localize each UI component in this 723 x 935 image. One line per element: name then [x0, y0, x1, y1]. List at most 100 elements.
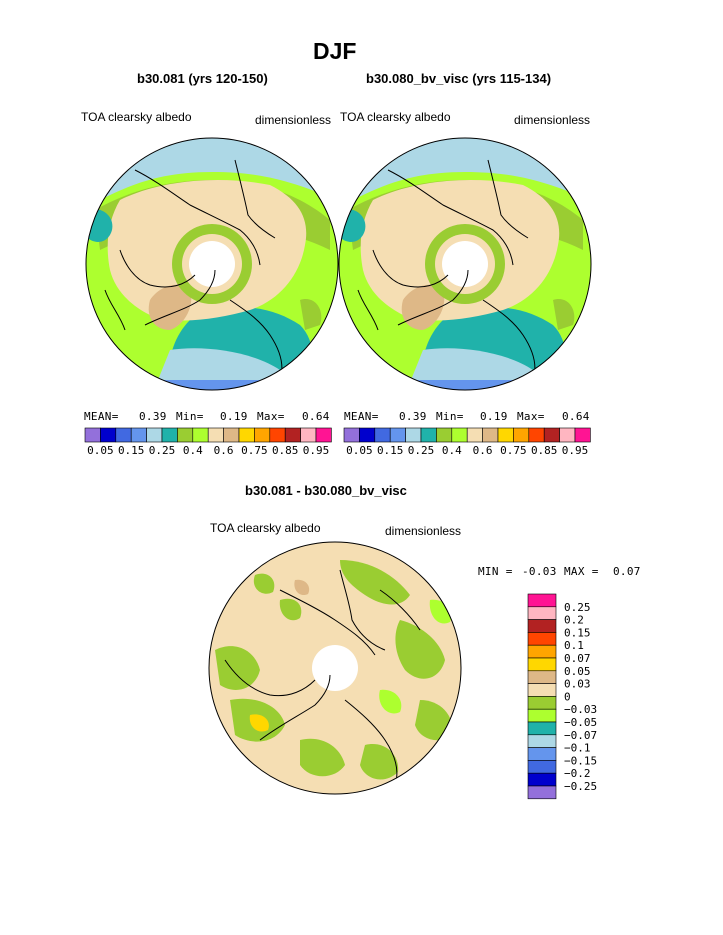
colorbar-1-tick-label: 0.25	[149, 444, 176, 457]
coastlines-2	[357, 159, 536, 381]
colorbar-3-tick-label: −0.03	[564, 703, 597, 716]
colorbar-3: 0.250.20.150.10.070.050.030−0.03−0.05 −0.…	[527, 593, 597, 800]
map-panel-1	[85, 137, 339, 391]
colorbar-1-tick-label: 0.95	[303, 444, 330, 457]
colorbar-2-tick-label: 0.85	[531, 444, 558, 457]
colorbar-3-swatch	[527, 696, 557, 710]
colorbar-2-tick-label: 0.15	[377, 444, 404, 457]
panel1-mean-label: MEAN=	[84, 410, 119, 423]
colorbar-3-tick-label: 0.25	[564, 601, 591, 614]
colorbar-3-tick-label: −0.25	[564, 780, 597, 793]
colorbar-3-swatch	[527, 632, 557, 646]
map-panel-3	[208, 541, 462, 795]
panel1-units-label: dimensionless	[255, 113, 332, 127]
colorbar-1-swatch	[300, 427, 317, 443]
colorbar-2-swatch	[405, 427, 422, 443]
colorbar-1-swatch	[238, 427, 255, 443]
colorbar-2-tick-label: 0.95	[562, 444, 589, 457]
colorbar-1-swatch	[207, 427, 224, 443]
colorbar-1-swatch	[130, 427, 147, 443]
colorbar-2-swatch	[451, 427, 468, 443]
panel3-max-label: MAX =	[564, 565, 599, 578]
colorbar-3-tick-label: 0.2	[564, 614, 584, 627]
colorbar-2-swatch	[513, 427, 530, 443]
colorbar-1-tick-label: 0.6	[214, 444, 234, 457]
map-boundary-1	[85, 137, 339, 391]
colorbar-3-tick-label: 0.03	[564, 678, 591, 691]
colorbar-2-swatch	[343, 427, 360, 443]
coastlines-3	[224, 569, 421, 786]
colorbar-3-swatch	[527, 708, 557, 723]
colorbar-2-swatch	[420, 427, 437, 443]
colorbar-3-tick-label: −0.1	[564, 742, 591, 755]
coastlines-1	[104, 159, 283, 381]
colorbar-2-tick-label: 0.6	[473, 444, 493, 457]
panel1-min-label: Min=	[176, 410, 204, 423]
colorbar-3-tick-label: 0.1	[564, 639, 584, 652]
colorbar-1-tick-label: 0.4	[183, 444, 203, 457]
panel1-mean-value: 0.39	[139, 410, 167, 423]
colorbar-3-tick-label: 0.15	[564, 626, 591, 639]
colorbar-3-tick-label: 0.07	[564, 652, 591, 665]
colorbar-3-swatch	[527, 785, 557, 800]
colorbar-1-swatch	[223, 427, 240, 443]
colorbar-2-swatch	[497, 427, 514, 443]
colorbar-1: 0.05 0.15 0.25 0.4 0.6 0.75 0.85 0.95	[84, 427, 332, 457]
map-panel-2	[338, 137, 592, 391]
colorbar-2-tick-label: 0.4	[442, 444, 462, 457]
map-boundary-3	[208, 541, 462, 795]
panel2-max-value: 0.64	[562, 410, 590, 423]
colorbar-2-swatch	[466, 427, 483, 443]
panel2-mean-label: MEAN=	[344, 410, 379, 423]
colorbar-2: 0.05 0.15 0.25 0.4 0.6 0.75 0.85 0.95	[343, 427, 591, 457]
colorbar-3-swatch	[527, 683, 557, 697]
panel1-title: b30.081 (yrs 120-150)	[137, 71, 268, 86]
colorbar-2-tick-label: 0.05	[346, 444, 373, 457]
panel2-min-value: 0.19	[480, 410, 508, 423]
colorbar-3-tick-label: 0.05	[564, 665, 591, 678]
colorbar-3-tick-label: 0	[564, 690, 571, 703]
panel2-mean-value: 0.39	[399, 410, 427, 423]
colorbar-1-tick-label: 0.85	[272, 444, 299, 457]
panel1-min-value: 0.19	[220, 410, 248, 423]
panel2-variable-label: TOA clearsky albedo	[340, 110, 451, 124]
colorbar-3-swatch	[527, 734, 557, 748]
colorbar-3-swatch	[527, 593, 557, 608]
colorbar-1-swatch	[100, 427, 117, 443]
colorbar-1-swatch	[161, 427, 178, 443]
colorbar-3-tick-label: −0.15	[564, 754, 597, 767]
colorbar-1-tick-label: 0.15	[118, 444, 145, 457]
colorbar-2-swatch	[543, 427, 560, 443]
colorbar-3-tick-label: −0.2	[564, 767, 591, 780]
colorbar-1-swatch	[146, 427, 163, 443]
panel1-max-label: Max=	[257, 410, 285, 423]
colorbar-1-swatch	[284, 427, 301, 443]
colorbar-2-swatch	[389, 427, 406, 443]
panel3-min-label: MIN =	[478, 565, 513, 578]
colorbar-1-tick-label: 0.75	[241, 444, 268, 457]
colorbar-1-swatch	[254, 427, 271, 443]
colorbar-2-swatch	[359, 427, 376, 443]
panel3-title: b30.081 - b30.080_bv_visc	[245, 483, 407, 498]
colorbar-1-swatch	[115, 427, 132, 443]
panel2-title: b30.080_bv_visc (yrs 115-134)	[366, 71, 552, 86]
panel3-variable-label: TOA clearsky albedo	[210, 521, 321, 535]
map-boundary-2	[338, 137, 592, 391]
colorbar-2-swatch	[374, 427, 391, 443]
colorbar-2-tick-label: 0.75	[500, 444, 527, 457]
colorbar-3-swatch	[527, 760, 557, 774]
colorbar-1-swatch	[84, 427, 101, 443]
colorbar-3-swatch	[527, 644, 557, 659]
colorbar-3-tick-label: −0.05	[564, 716, 597, 729]
colorbar-3-swatch	[527, 670, 557, 684]
colorbar-3-swatch	[527, 747, 557, 761]
colorbar-3-swatch	[527, 721, 557, 736]
panel2-min-label: Min=	[436, 410, 464, 423]
colorbar-1-swatch	[269, 427, 286, 443]
colorbar-1-swatch	[177, 427, 194, 443]
colorbar-2-tick-label: 0.25	[408, 444, 435, 457]
colorbar-1-swatch	[315, 427, 332, 443]
colorbar-2-swatch	[436, 427, 453, 443]
colorbar-2-swatch	[574, 427, 591, 443]
